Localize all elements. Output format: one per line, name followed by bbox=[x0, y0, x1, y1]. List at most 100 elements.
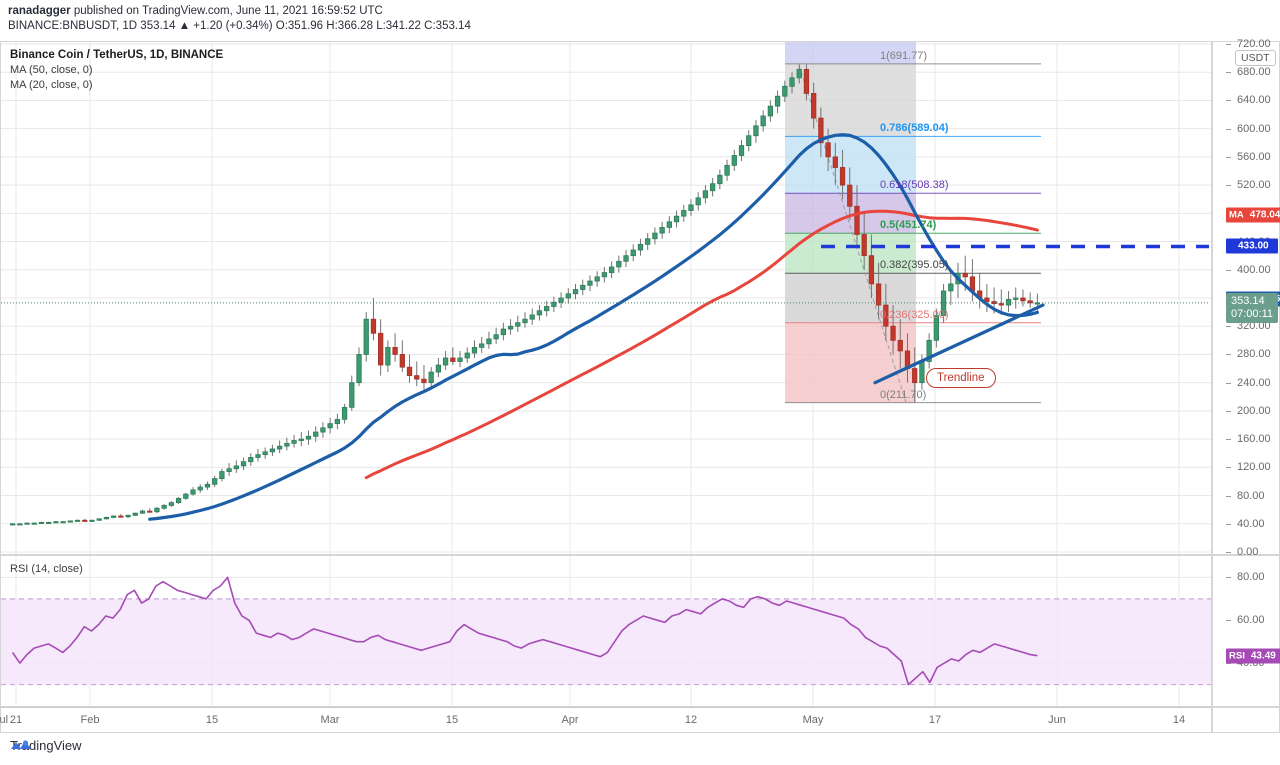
bar-countdown: 07:00:11 bbox=[1231, 307, 1274, 320]
time-axis-corner bbox=[1212, 707, 1280, 733]
price-tick-label: 80.00 bbox=[1237, 489, 1265, 502]
change-arrow-icon: ▲ bbox=[178, 20, 191, 32]
time-tick-label: Jun bbox=[1048, 714, 1066, 726]
price-tick-label: 120.00 bbox=[1237, 461, 1271, 474]
time-tick-label: Mar bbox=[320, 714, 340, 726]
axis-tick-mark bbox=[1226, 72, 1231, 74]
rsi-chart-pane[interactable] bbox=[0, 555, 1212, 707]
open-label: O: bbox=[275, 20, 288, 32]
price-tick-label: 200.00 bbox=[1237, 404, 1271, 417]
low-label: L: bbox=[376, 20, 386, 32]
ma50-line bbox=[364, 209, 1039, 480]
axis-tick-mark bbox=[1226, 620, 1231, 622]
fib-label-1: 1(691.77) bbox=[880, 49, 928, 62]
last-price-value: 353.14 bbox=[140, 20, 176, 32]
price-chart-pane[interactable] bbox=[0, 41, 1212, 555]
axis-tick-mark bbox=[1226, 523, 1231, 525]
fibonacci-trend-guide bbox=[798, 65, 907, 403]
high-value: 366.28 bbox=[337, 20, 373, 32]
time-axis[interactable]: 21 Feb 15 Mar 15 Apr 12 May 17 Jun 14 Jul bbox=[0, 707, 1212, 733]
fib-label-0-786: 0.786(589.04) bbox=[880, 122, 949, 135]
price-tick-label: 680.00 bbox=[1237, 66, 1271, 79]
time-tick-label: Jul bbox=[0, 714, 9, 726]
published-datetime: June 11, 2021 16:59:52 UTC bbox=[236, 5, 383, 17]
tradingview-brand-label: TradingView bbox=[10, 738, 82, 753]
rsi-tick-label: 60.00 bbox=[1237, 614, 1265, 627]
price-tick-label: 640.00 bbox=[1237, 94, 1271, 107]
time-tick-label: May bbox=[802, 714, 824, 726]
price-tick-label: 280.00 bbox=[1237, 348, 1271, 361]
axis-tick-mark bbox=[1226, 128, 1231, 130]
price-tick-label: 520.00 bbox=[1237, 179, 1271, 192]
close-label: C: bbox=[424, 20, 436, 32]
symbol-quote-line: BINANCE:BNBUSDT, 1D 353.14 ▲ +1.20 (+0.3… bbox=[8, 20, 471, 32]
rsi-tick-label: 80.00 bbox=[1237, 571, 1265, 584]
rsi-line bbox=[11, 576, 1038, 686]
price-tick-label: 40.00 bbox=[1237, 517, 1265, 530]
author-name: ranadagger bbox=[8, 5, 71, 17]
close-value: 353.14 bbox=[435, 20, 471, 32]
price-gridlines bbox=[1, 42, 1211, 554]
axis-tick-mark bbox=[1226, 382, 1231, 384]
time-tick-label: 17 bbox=[928, 714, 942, 726]
open-value: 351.96 bbox=[287, 20, 324, 32]
time-tick-label: Feb bbox=[80, 714, 100, 726]
axis-tick-mark bbox=[1226, 185, 1231, 187]
price-axis[interactable]: USDT 720.00 680.00 640.00 600.00 560.00 520.0… bbox=[1212, 38, 1280, 558]
axis-tick-mark bbox=[1226, 495, 1231, 497]
rsi-badge-tag: RSI bbox=[1229, 650, 1245, 662]
badge-value: 433.00 bbox=[1238, 240, 1269, 252]
fib-label-0-236: 0.236(325.00) bbox=[880, 308, 949, 321]
last-price-badge[interactable]: 353.14 07:00:11 bbox=[1226, 292, 1279, 323]
price-tick-label: 600.00 bbox=[1237, 122, 1271, 135]
axis-tick-mark bbox=[1226, 156, 1231, 158]
trendline bbox=[873, 303, 1045, 385]
publisher-line: ranadagger published on TradingView.com,… bbox=[8, 4, 383, 19]
trendline-callout: Trendline bbox=[926, 368, 996, 388]
time-tick-label: 15 bbox=[205, 714, 219, 726]
change-value: +1.20 (+0.34%) bbox=[193, 20, 273, 32]
price-tick-label: 320.00 bbox=[1237, 320, 1271, 333]
fib-label-0-5: 0.5(451.74) bbox=[880, 219, 937, 232]
fib-label-0: 0(211.70) bbox=[880, 388, 927, 401]
axis-tick-mark bbox=[1226, 269, 1231, 271]
time-tick-label: 14 bbox=[1172, 714, 1186, 726]
axis-tick-mark bbox=[1226, 354, 1231, 356]
high-label: H: bbox=[326, 20, 338, 32]
level-badge[interactable]: 433.00 bbox=[1226, 238, 1278, 254]
time-tick-label: 12 bbox=[684, 714, 698, 726]
time-tick-label: 21 bbox=[9, 714, 23, 726]
axis-tick-mark bbox=[1226, 663, 1231, 665]
ma50-badge[interactable]: MA 478.04 bbox=[1226, 207, 1280, 223]
price-tick-label: 720.00 bbox=[1237, 38, 1271, 50]
rsi-chart-canvas[interactable] bbox=[1, 556, 1211, 706]
axis-tick-mark bbox=[1226, 44, 1231, 45]
ma20-line bbox=[148, 133, 1039, 521]
low-value: 341.22 bbox=[385, 20, 421, 32]
axis-tick-mark bbox=[1226, 552, 1231, 553]
footer: TradingView bbox=[10, 738, 82, 753]
last-price-badge-value: 353.14 bbox=[1231, 294, 1265, 307]
axis-tick-mark bbox=[1226, 467, 1231, 469]
rsi-band bbox=[1, 598, 1211, 685]
interval-label: 1D bbox=[122, 20, 138, 32]
fib-label-0-618: 0.618(508.38) bbox=[880, 179, 949, 192]
currency-unit-badge: USDT bbox=[1235, 50, 1276, 66]
rsi-badge-value: 43.49 bbox=[1250, 650, 1276, 662]
price-tick-label: 240.00 bbox=[1237, 376, 1271, 389]
axis-tick-mark bbox=[1226, 577, 1231, 579]
axis-tick-mark bbox=[1226, 439, 1231, 441]
symbol-label: BINANCE:BNBUSDT, bbox=[8, 20, 120, 32]
tradingview-logo-icon bbox=[11, 740, 31, 749]
published-text: published on TradingView.com, bbox=[73, 5, 233, 17]
axis-tick-mark bbox=[1226, 100, 1231, 102]
axis-tick-mark bbox=[1226, 326, 1231, 328]
axis-tick-mark bbox=[1226, 410, 1231, 412]
trendline-label: Trendline bbox=[937, 372, 985, 384]
price-tick-label: 400.00 bbox=[1237, 263, 1271, 276]
badge-value: 478.04 bbox=[1249, 209, 1280, 221]
price-tick-label: 560.00 bbox=[1237, 150, 1271, 163]
price-chart-canvas[interactable] bbox=[1, 42, 1211, 554]
rsi-badge[interactable]: RSI 43.49 bbox=[1226, 648, 1280, 664]
